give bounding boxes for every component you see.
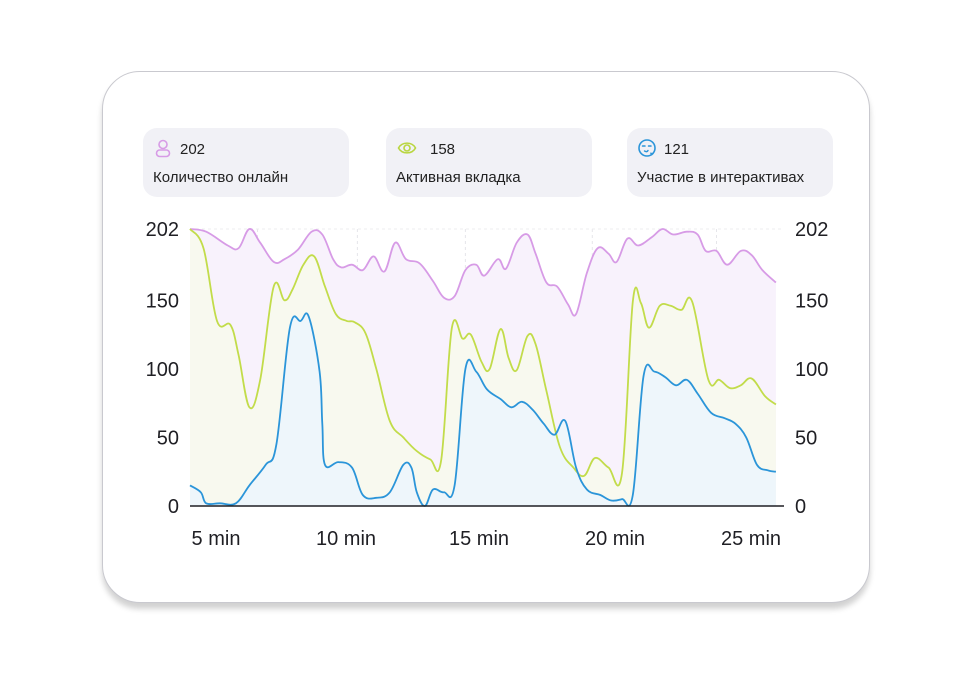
- stat-value: 121: [664, 141, 690, 158]
- emoji-heart-icon: [638, 139, 656, 157]
- stat-active-tab: 158 Активная вкладка: [386, 128, 592, 197]
- x-tick-label: 10 min: [316, 528, 376, 550]
- y-tick-label-left: 50: [157, 427, 179, 449]
- y-tick-label-left: 202: [146, 219, 179, 241]
- series-line-2: [189, 312, 777, 507]
- y-tick-label-right: 202: [795, 219, 828, 241]
- stat-value: 158: [430, 141, 456, 158]
- eye-icon: [397, 142, 417, 154]
- x-tick-label: 25 min: [721, 528, 781, 550]
- y-tick-label-right: 100: [795, 359, 828, 381]
- stat-value: 202: [180, 141, 206, 158]
- y-tick-label-right: 150: [795, 290, 828, 312]
- series-line-0: [189, 228, 777, 317]
- y-tick-label-left: 100: [146, 359, 179, 381]
- series-area-2: [190, 313, 776, 507]
- x-tick-label: 20 min: [585, 528, 645, 550]
- stat-label: Участие в интерактивах: [637, 169, 805, 186]
- x-tick-label: 5 min: [192, 528, 241, 550]
- x-tick-label: 15 min: [449, 528, 509, 550]
- user-icon: [155, 139, 171, 158]
- stat-interactives: 121 Участие в интерактивах: [627, 128, 833, 197]
- series-area-1: [190, 229, 776, 506]
- y-tick-label-right: 0: [795, 496, 806, 518]
- stat-label: Количество онлайн: [153, 169, 289, 186]
- stat-label: Активная вкладка: [396, 169, 521, 186]
- stat-online: 202 Количество онлайн: [143, 128, 349, 197]
- series-line-1: [189, 228, 777, 487]
- y-tick-label-left: 150: [146, 290, 179, 312]
- y-tick-label-right: 50: [795, 427, 817, 449]
- y-tick-label-left: 0: [168, 496, 179, 518]
